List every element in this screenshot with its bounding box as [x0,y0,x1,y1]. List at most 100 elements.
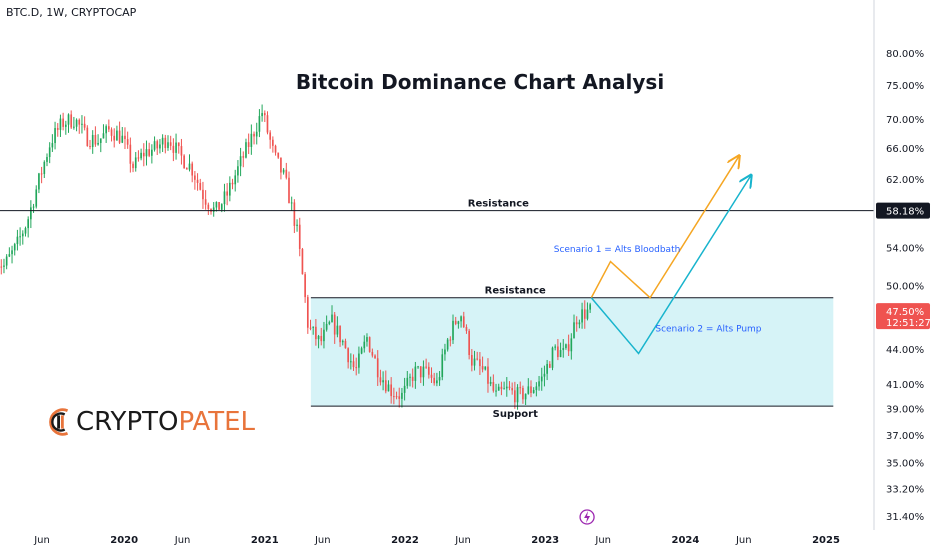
candle-body [153,141,156,150]
candle-body [479,359,481,367]
candle-body [19,236,21,238]
candle-body [5,256,8,266]
candle-body [108,126,110,130]
candle-body [223,191,226,205]
candle-body [511,388,514,391]
candle-body [562,348,565,351]
logo-text-part2: PATEL [178,407,256,437]
candle-body [422,366,425,378]
candle-body [457,321,460,324]
y-tick-label: 39.00% [886,405,924,416]
candle-body [212,207,215,212]
x-tick-label: Jun [314,535,331,546]
candle-body [360,348,363,354]
candle-body [583,309,586,319]
candle-body [229,182,231,196]
y-tick-label: 44.00% [886,345,924,356]
candle-body [548,363,551,368]
y-tick-label: 66.00% [886,144,924,155]
candle-body [344,340,347,349]
candle-body [164,137,167,148]
y-tick-label: 54.00% [886,244,924,255]
candle-body [185,168,188,170]
candle-body [202,189,204,200]
candle-body [172,145,175,153]
candle-body [204,199,207,205]
candle-body [220,204,223,210]
candle-body [524,393,527,400]
candle-body [78,119,81,125]
candle-body [325,323,328,330]
candle-body [559,350,562,358]
candle-body [35,189,38,207]
candle-body [390,384,393,397]
candle-body [110,129,113,136]
candle-body [274,145,277,153]
candle-body [441,354,444,378]
candle-body [70,114,73,128]
candle-body [8,254,11,257]
y-tick-label: 58.18% [886,207,924,218]
candle-body [13,244,16,251]
candle-body [94,134,97,145]
candle-body [363,341,366,349]
candle-body [245,142,247,158]
candle-body [73,126,75,128]
candle-body [306,297,309,328]
candle-body [317,335,320,340]
y-tick-label: 41.00% [886,380,924,391]
candles-layer [0,104,591,410]
candle-body [266,115,269,133]
candle-body [508,386,511,389]
candle-body [331,314,333,323]
candle-body [398,396,401,399]
x-tick-label: 2024 [671,535,699,546]
candle-body [132,163,134,169]
candle-body [495,390,497,392]
candle-body [546,363,548,374]
candle-body [191,163,194,176]
candle-body [403,385,406,393]
candle-body [393,396,395,398]
candle-body [118,130,121,143]
candle-body [253,133,255,137]
candle-body [538,381,540,387]
candle-body [46,157,48,162]
candle-body [557,346,559,358]
candle-body [301,248,304,275]
candle-body [21,233,24,237]
candle-body [99,138,102,143]
y-tick-label: 70.00% [886,115,924,126]
candle-body [40,173,43,175]
level-label-0: Resistance [468,199,529,210]
candle-body [465,327,468,331]
scenario-path-2 [590,175,751,355]
last-price-label: 47.50% [886,307,924,318]
candle-body [142,152,145,157]
candle-body [433,377,436,384]
candle-body [516,387,519,403]
candle-body [177,142,180,147]
candle-body [543,373,546,377]
candle-body [215,202,218,208]
candle-body [282,169,285,173]
candle-body [358,353,360,368]
candle-body [473,358,476,366]
candle-body [126,139,129,145]
candle-body [505,386,508,389]
candle-body [226,191,228,196]
candle-body [554,346,557,348]
candle-body [83,123,86,128]
candle-body [124,135,126,140]
candle-body [454,320,457,324]
candle-body [180,146,183,156]
candle-body [352,361,355,368]
candle-body [551,347,554,368]
candle-body [51,143,54,148]
candle-body [497,386,500,391]
scenario-path-1 [590,156,739,299]
scenarios-layer: Scenario 1 = Alts Bloodbath Scenario 2 = … [554,156,762,355]
candle-body [62,118,64,127]
x-tick-label: 2022 [391,535,419,546]
